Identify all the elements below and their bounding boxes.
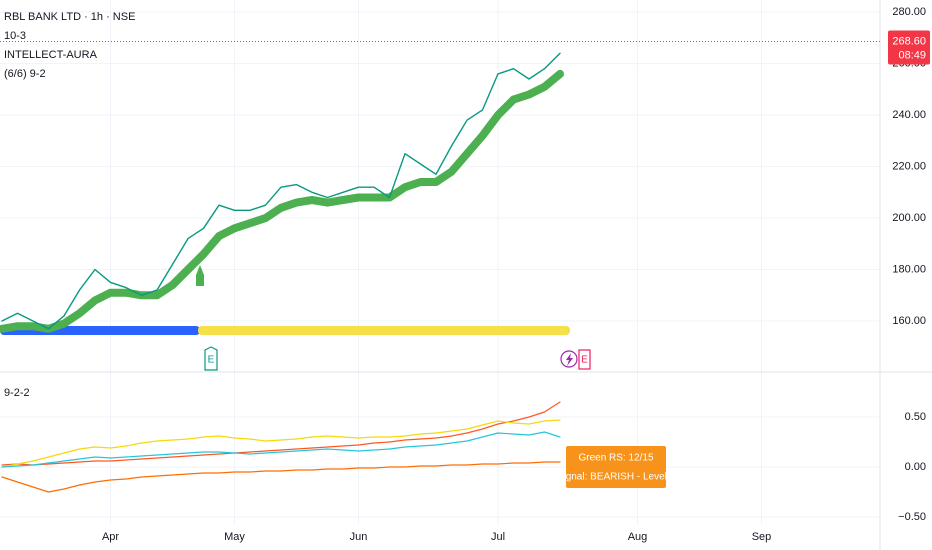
y-tick-label: 220.00: [892, 160, 926, 172]
x-tick-label: Jul: [491, 531, 505, 543]
grid-layer: [0, 0, 880, 524]
y-tick-label: 0.00: [905, 461, 926, 473]
x-tick-label: May: [224, 531, 245, 543]
countdown: 08:49: [898, 49, 926, 61]
event-label: E: [208, 355, 215, 366]
series-line: [1, 401, 561, 466]
dividend-marker: [560, 350, 578, 368]
indicator-label: INTELLECT-AURA: [4, 49, 98, 61]
y-tick-label: 0.50: [905, 411, 926, 423]
series-line: [1, 461, 561, 493]
plot-layer: [0, 52, 564, 493]
trend-bar-yellow: [198, 326, 570, 335]
y-tick-label: 180.00: [892, 263, 926, 275]
annotation: Signal: BEARISH - Level 1: [557, 472, 676, 483]
series-line: [1, 419, 561, 468]
series-line: [1, 431, 561, 468]
series-line: [1, 52, 561, 330]
buy-arrow: [196, 265, 204, 286]
last-price-badge: [888, 30, 930, 65]
y-tick-label: 160.00: [892, 315, 926, 327]
x-tick-label: Jun: [350, 531, 368, 543]
y-tick-label: 200.00: [892, 212, 926, 224]
x-tick-label: Apr: [102, 531, 119, 543]
y-tick-label: 240.00: [892, 109, 926, 121]
y-tick-label: 280.00: [892, 6, 926, 18]
indicator-label: (6/6) 9-2: [4, 68, 46, 80]
annotation-box: [566, 446, 666, 488]
last-price-label: 268.60: [892, 35, 926, 47]
panel-title: 9-2-2: [4, 387, 30, 399]
earnings-marker: E: [204, 346, 218, 371]
series-line: [0, 69, 564, 333]
earnings-marker: E: [578, 349, 591, 370]
y-tick-label: −0.50: [898, 511, 926, 523]
x-tick-label: Sep: [752, 531, 772, 543]
indicator-label: 10-3: [4, 30, 26, 42]
event-label: E: [581, 355, 588, 366]
x-tick-label: Aug: [628, 531, 648, 543]
chart-title: RBL BANK LTD · 1h · NSE: [4, 11, 135, 23]
annotation: Green RS: 12/15: [578, 453, 653, 464]
